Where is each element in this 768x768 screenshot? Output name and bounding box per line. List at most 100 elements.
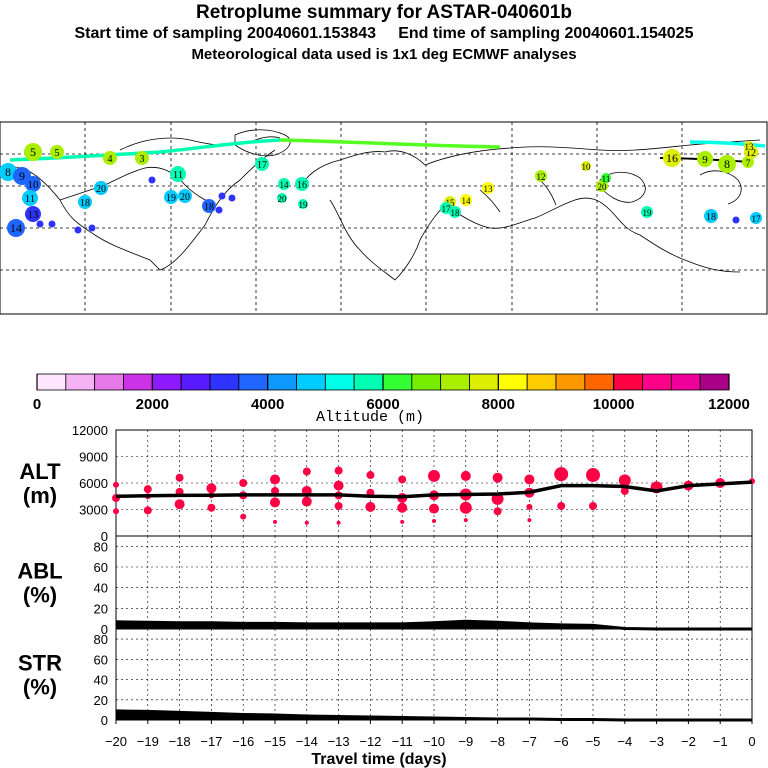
map-marker-label: 13	[745, 142, 755, 152]
map-marker	[103, 151, 117, 165]
map-marker	[535, 170, 547, 182]
map-marker	[22, 190, 38, 206]
altitude-cluster	[270, 474, 280, 485]
chart-title: Retroplume summary for ASTAR-040601b	[196, 2, 572, 23]
mean-altitude-line	[115, 480, 753, 499]
map-marker	[449, 206, 461, 218]
map-marker-label: 7	[746, 158, 751, 168]
map-marker-label: 11	[25, 193, 36, 205]
map-marker	[277, 193, 287, 203]
map-marker	[25, 206, 41, 222]
map-marker	[215, 206, 223, 214]
altitude-cluster	[333, 480, 344, 491]
y-tick-label: 0	[101, 622, 108, 637]
x-tick-label: −12	[359, 734, 381, 749]
colorbar-tick-label: 8000	[482, 396, 515, 413]
y-tick-label: 60	[94, 560, 108, 575]
map-marker-label: 13	[28, 209, 40, 221]
panel-label: (m)	[23, 483, 57, 508]
map-marker-label: 13	[484, 184, 494, 194]
map-marker	[482, 182, 494, 194]
map-marker-label: 19	[299, 200, 309, 210]
map-marker-label: 16	[666, 151, 678, 165]
map-marker-label: 5	[30, 145, 36, 159]
colorbar-tick-label: 2000	[136, 396, 169, 413]
colorbar-cells	[36, 373, 730, 391]
map-marker	[704, 209, 718, 223]
y-tick-label: 80	[94, 632, 108, 647]
map-marker-label: 9	[19, 169, 25, 183]
percentage-line	[115, 709, 752, 722]
map-marker	[88, 224, 96, 232]
map-marker-label: 11	[602, 174, 611, 184]
map-marker-label: 20	[96, 184, 106, 195]
altitude-cluster	[207, 503, 216, 512]
map-marker-label: 3	[140, 154, 145, 165]
map-marker-label: 17	[257, 160, 267, 171]
altitude-cluster	[400, 519, 405, 524]
altitude-cluster	[493, 507, 502, 516]
map-marker	[596, 180, 608, 192]
map-marker-label: 14	[10, 221, 22, 235]
altitude-cluster	[492, 472, 503, 483]
map-marker	[697, 151, 713, 167]
y-tick-label: 9000	[79, 450, 108, 465]
x-tick-label: −5	[586, 734, 601, 749]
map-marker	[74, 226, 82, 234]
map-marker-label: 19	[643, 208, 653, 218]
panel-alt: 0 3000 6000 9000 12000 ALT(m)	[19, 423, 755, 544]
altitude-cluster	[302, 467, 311, 476]
y-tick-label: 3000	[79, 503, 108, 518]
panel-label: ALT	[19, 459, 61, 484]
altitude-cluster	[460, 470, 471, 481]
map-marker-label: 8	[5, 165, 11, 179]
map-marker	[48, 220, 56, 228]
map-marker-label: 12	[746, 148, 756, 159]
altitude-cluster	[206, 483, 217, 494]
y-tick-label: 0	[101, 529, 108, 544]
map-marker-label: 5	[55, 148, 60, 159]
altitude-cluster	[589, 501, 597, 510]
altitude-colorbar: 0 2000 4000 6000 8000 10000 12000 Altitude (m)	[33, 373, 750, 425]
altitude-cluster	[620, 486, 629, 495]
altitude-cluster	[432, 518, 436, 523]
map-marker	[744, 141, 754, 151]
x-tick-label: −14	[296, 734, 318, 749]
x-tick-label: −13	[328, 734, 350, 749]
map-marker	[298, 199, 308, 209]
panel-abl: 0 20 40 60 80 ABL(%)	[17, 535, 753, 637]
altitude-cluster	[491, 492, 504, 505]
map-marker	[228, 194, 236, 202]
map-marker-label: 19	[166, 193, 176, 204]
altitude-cluster	[463, 518, 468, 523]
altitude-cluster	[618, 474, 631, 487]
x-tick-label: −2	[681, 734, 696, 749]
colorbar-tick-label: 4000	[251, 396, 284, 413]
x-tick-label: −10	[423, 734, 445, 749]
colorbar-tick-labels: 0 2000 4000 6000 8000 10000 12000	[33, 374, 750, 413]
altitude-cluster	[428, 469, 440, 482]
map-marker-label: 18	[451, 208, 461, 218]
altitude-cluster	[334, 466, 343, 475]
altitude-cluster	[554, 467, 569, 482]
map-marker	[255, 157, 269, 171]
x-tick-label: −9	[458, 734, 473, 749]
altitude-cluster	[336, 520, 341, 525]
map-marker	[718, 155, 736, 173]
map-marker-label: 12	[537, 172, 546, 182]
altitude-cluster	[365, 501, 376, 512]
map-marker-label: 15	[446, 198, 456, 208]
map-marker-label: 10	[582, 162, 592, 172]
colorbar-label: Altitude (m)	[316, 409, 424, 425]
map-marker-label: 17	[752, 214, 762, 224]
plume-track	[9, 138, 766, 163]
altitude-cluster	[586, 468, 600, 483]
y-tick-label: 80	[94, 539, 108, 554]
altitude-cluster	[143, 485, 152, 494]
x-tick-label: −7	[522, 734, 537, 749]
colorbar-tick-label: 10000	[593, 396, 635, 413]
map-marker-label: 9	[702, 154, 708, 166]
